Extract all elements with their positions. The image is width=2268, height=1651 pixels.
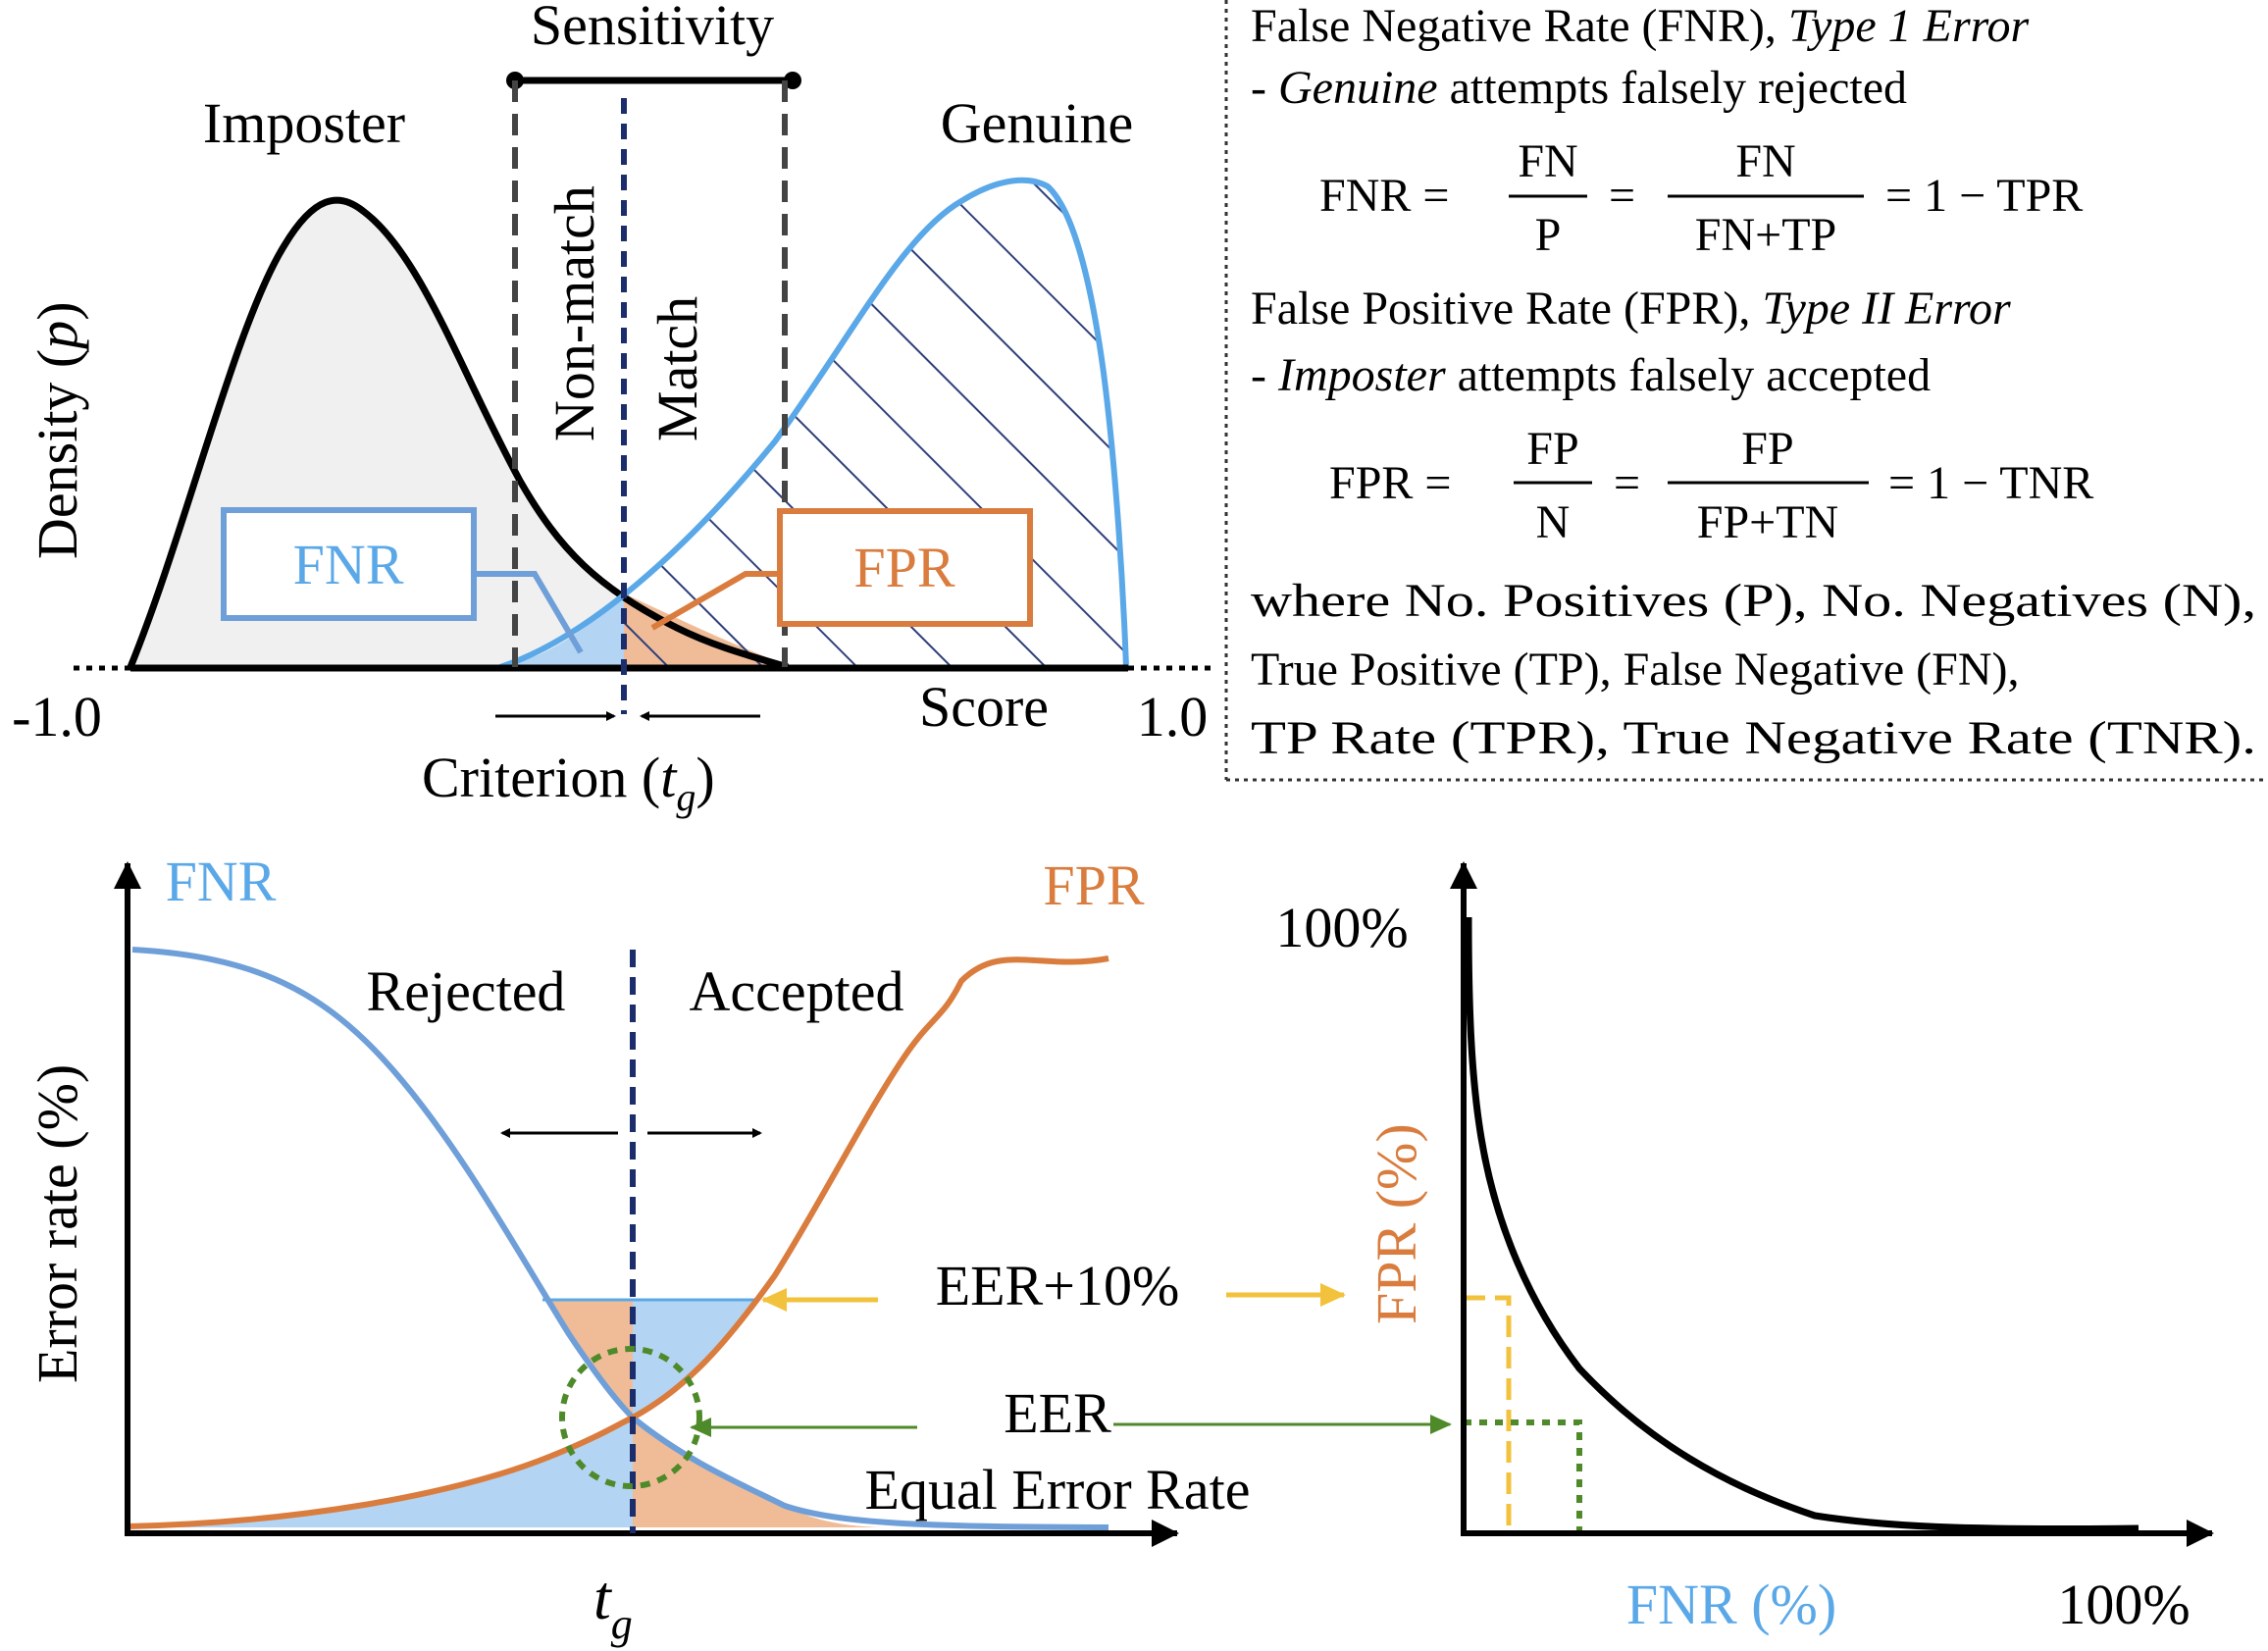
roc-y100-label: 100% bbox=[1275, 896, 1408, 959]
fpr-frac2-den: FP+TN bbox=[1697, 496, 1838, 548]
fnr-shaded-area bbox=[128, 1418, 633, 1527]
eer-guide bbox=[1464, 1419, 1582, 1533]
roc-xlabel: FNR (%) bbox=[1626, 1573, 1836, 1636]
fnr-leader bbox=[474, 571, 584, 654]
roc-ylabel: FPR (%) bbox=[1365, 1123, 1428, 1324]
rejected-label: Rejected bbox=[367, 959, 566, 1023]
fpr-frac2-num: FP bbox=[1741, 423, 1793, 475]
match-label: Match bbox=[645, 296, 709, 441]
imposter-label: Imposter bbox=[203, 91, 405, 155]
eer-label: EER bbox=[1004, 1381, 1111, 1445]
fpr-definition-desc: - Imposter attempts falsely accepted bbox=[1251, 349, 1931, 401]
sensitivity-label: Sensitivity bbox=[531, 0, 774, 57]
fpr-eq-lhs: FPR = bbox=[1329, 457, 1451, 509]
error-rate-panel: FNR FPR Error rate (%) Rejected Accepted… bbox=[26, 850, 1452, 1648]
accepted-label: Accepted bbox=[690, 959, 904, 1023]
fnr-region bbox=[500, 593, 624, 667]
eer10-label: EER+10% bbox=[936, 1254, 1180, 1317]
density-ylabel: Density (p) bbox=[26, 301, 89, 559]
eer10-guide bbox=[1464, 1295, 1512, 1533]
error-ylabel: Error rate (%) bbox=[26, 1064, 89, 1383]
roc-x100-label: 100% bbox=[2057, 1573, 2190, 1636]
fnr-eq-rhs: = 1 − TPR bbox=[1885, 170, 2083, 222]
fnr-frac2-num: FN bbox=[1735, 135, 1795, 187]
fpr-definition-title: False Positive Rate (FPR), Type II Error bbox=[1251, 283, 2011, 335]
fpr-eq2: = bbox=[1614, 457, 1640, 509]
definitions-panel: False Negative Rate (FNR), Type 1 Error … bbox=[1224, 0, 2268, 782]
threshold-label: tg bbox=[593, 1563, 633, 1648]
fpr-frac1-den: N bbox=[1536, 496, 1571, 548]
fpr-curve bbox=[127, 955, 1109, 1529]
fnr-frac2-den: FN+TP bbox=[1695, 209, 1836, 261]
fnr-frac1-den: P bbox=[1535, 209, 1562, 261]
where-line-1: where No. Positives (P), No. Negatives (… bbox=[1251, 575, 2256, 627]
fpr-box-label: FPR bbox=[853, 536, 955, 599]
x-max-label: 1.0 bbox=[1137, 685, 1209, 748]
genuine-label: Genuine bbox=[941, 91, 1134, 155]
score-label: Score bbox=[919, 675, 1049, 739]
fpr-curve-label: FPR bbox=[1043, 853, 1145, 917]
where-line-3: TP Rate (TPR), True Negative Rate (TNR). bbox=[1251, 712, 2256, 764]
fnr-box-label: FNR bbox=[293, 533, 404, 596]
fpr-shaded-right bbox=[633, 1418, 883, 1527]
density-panel: Sensitivity Imposter Genuine Density (p)… bbox=[12, 0, 1211, 819]
fpr-frac1-num: FP bbox=[1526, 423, 1578, 475]
fpr-eq-rhs: = 1 − TNR bbox=[1888, 457, 2093, 509]
fpr-leader bbox=[650, 571, 780, 631]
fnr-curve-label: FNR bbox=[166, 850, 277, 913]
genuine-curve bbox=[499, 177, 1129, 670]
fnr-box bbox=[221, 507, 477, 621]
fnr-definition-title: False Negative Rate (FNR), Type 1 Error bbox=[1251, 0, 2030, 52]
criterion-label: Criterion (tg) bbox=[422, 746, 715, 819]
fnr-eq2: = bbox=[1609, 170, 1635, 222]
fnr-shaded-right bbox=[633, 1300, 755, 1418]
sensitivity-right-dot bbox=[784, 72, 801, 89]
fnr-eq-lhs: FNR = bbox=[1319, 170, 1449, 222]
x-min-label: -1.0 bbox=[12, 685, 102, 748]
nonmatch-label: Non-match bbox=[542, 185, 606, 441]
fnr-curve bbox=[131, 947, 1109, 1530]
where-line-2: True Positive (TP), False Negative (FN), bbox=[1251, 644, 2020, 696]
fnr-frac1-num: FN bbox=[1518, 135, 1577, 187]
roc-curve bbox=[1465, 916, 2139, 1532]
eer-full-label: Equal Error Rate bbox=[865, 1458, 1251, 1522]
fpr-box bbox=[777, 508, 1033, 627]
fnr-definition-desc: - Genuine attempts falsely rejected bbox=[1251, 62, 1907, 114]
roc-panel: 100% FPR (%) FNR (%) 100% bbox=[1275, 861, 2214, 1636]
